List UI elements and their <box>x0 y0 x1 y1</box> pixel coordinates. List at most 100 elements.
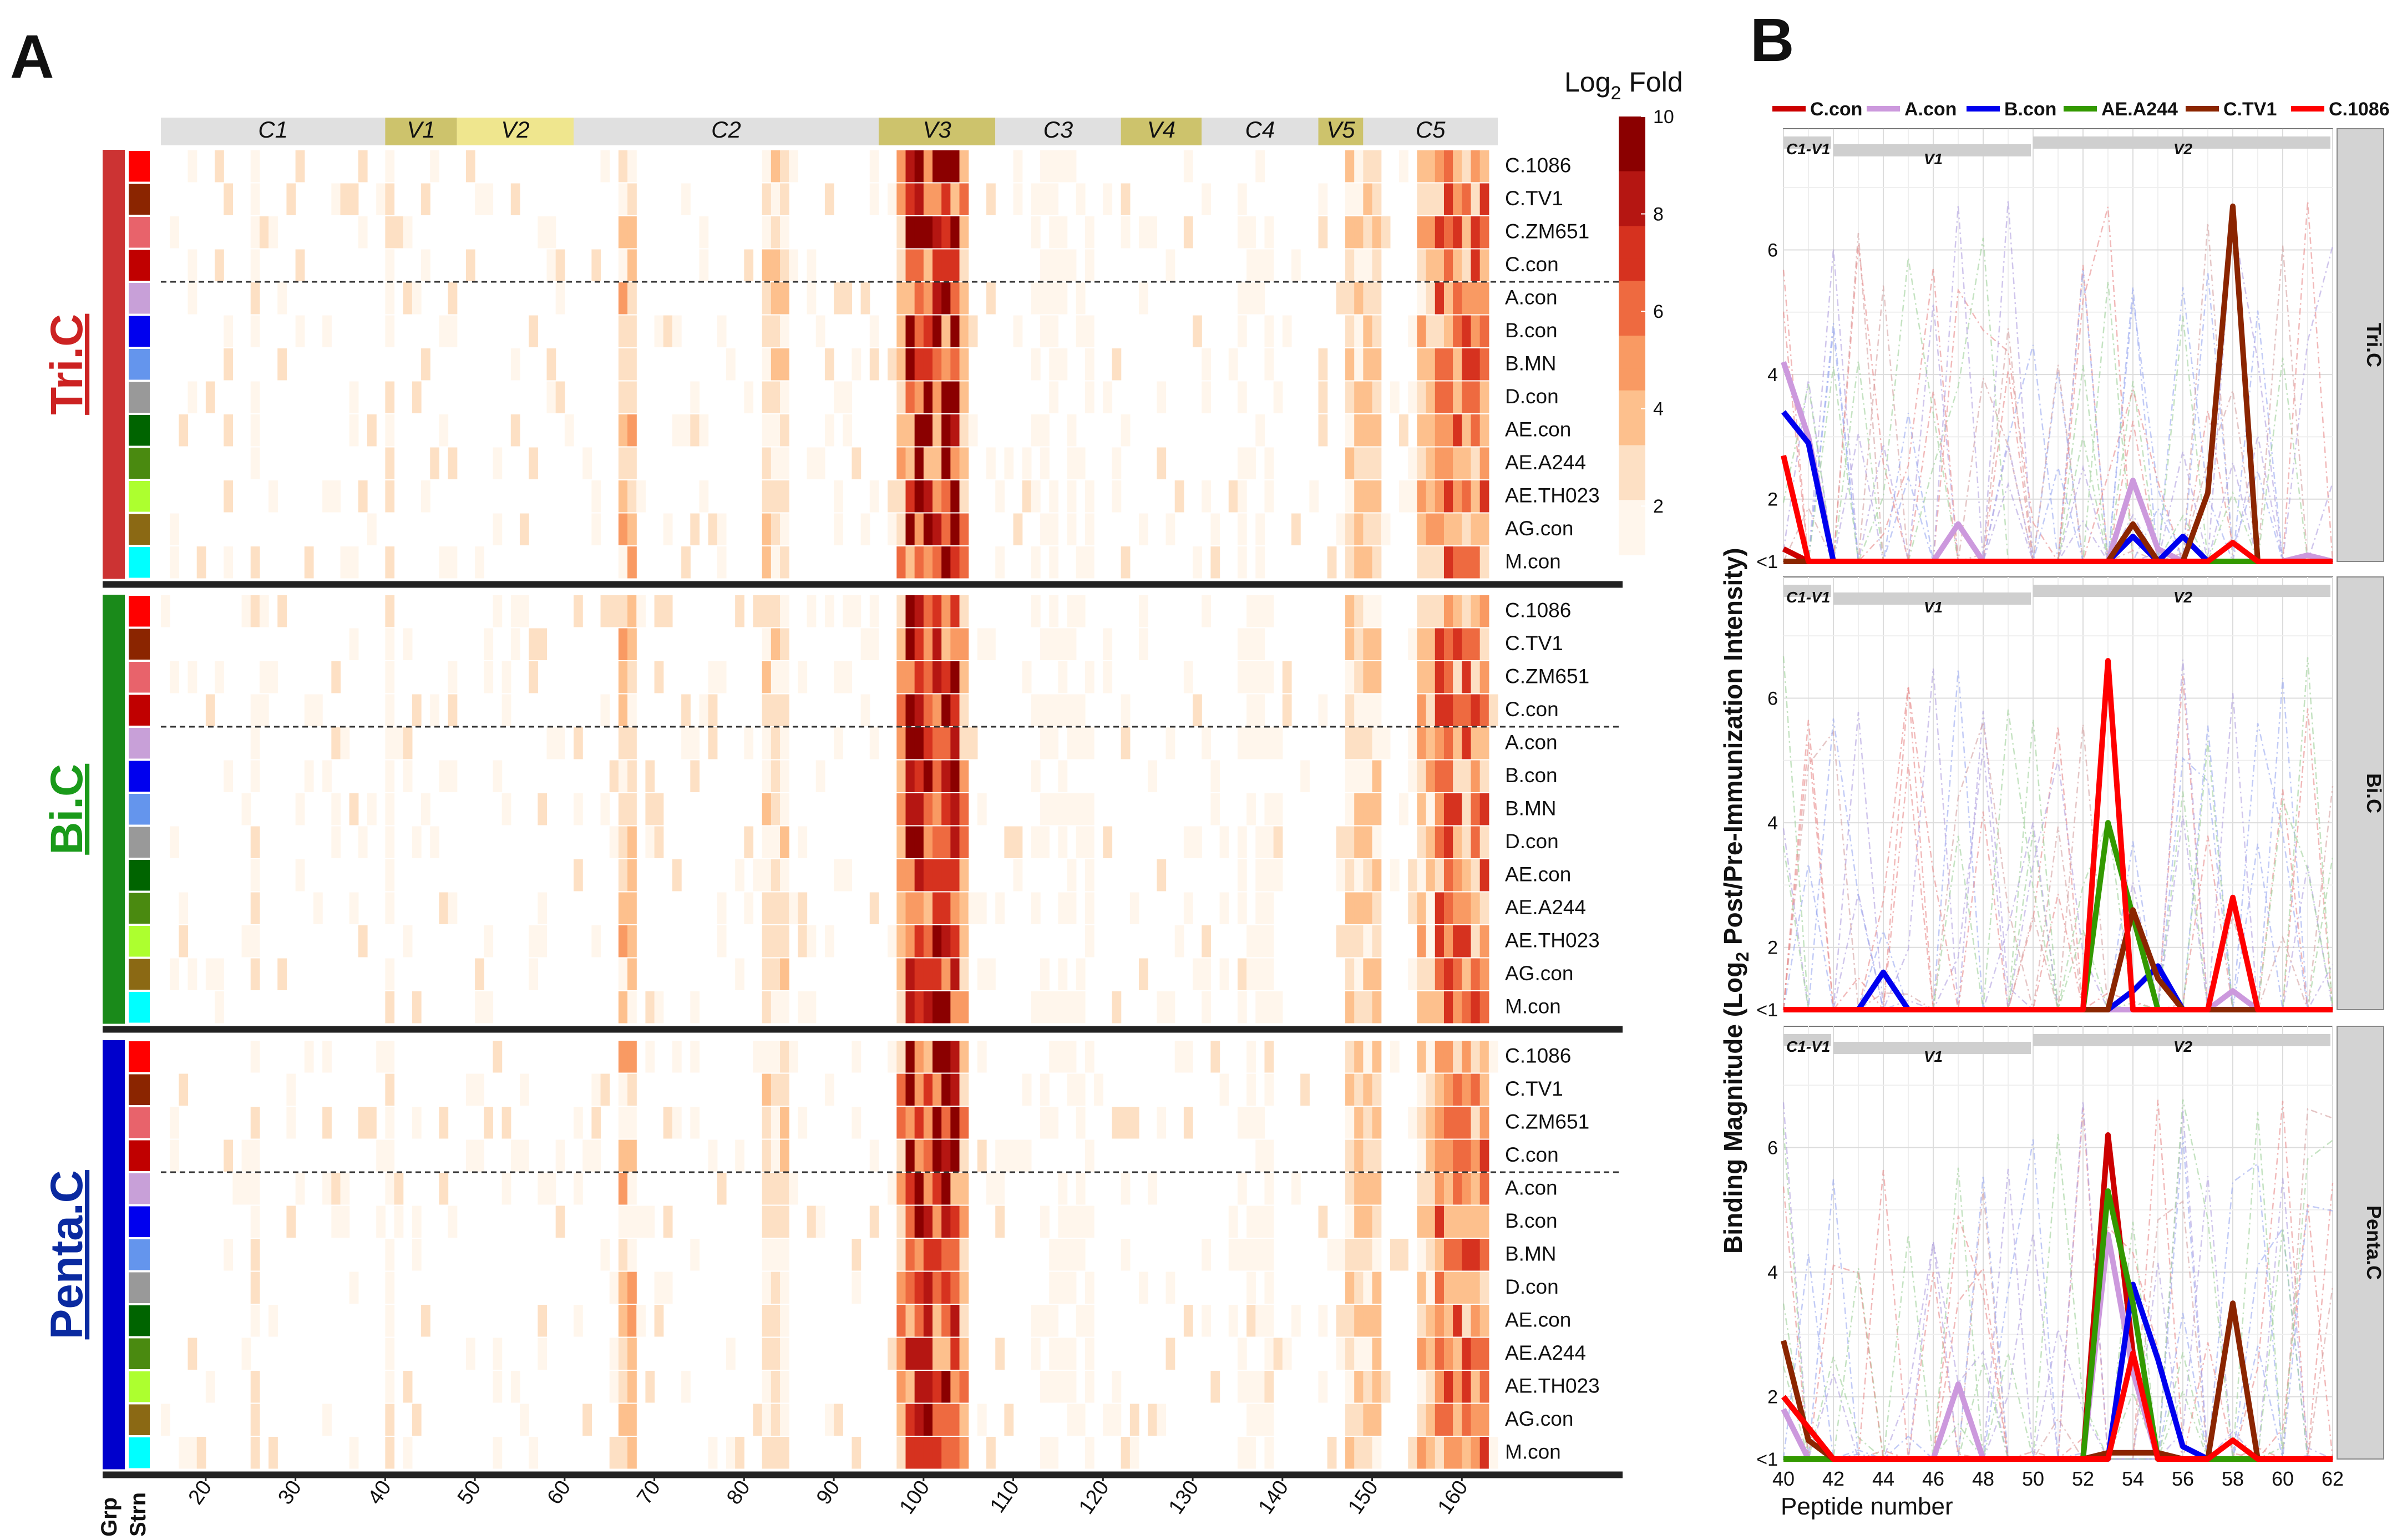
heat-cell <box>933 414 942 447</box>
heat-cell <box>771 760 781 792</box>
heat-cell <box>923 859 933 891</box>
strain-strip-d.con <box>129 382 150 413</box>
heat-cell <box>1453 1073 1462 1106</box>
heat-cell <box>1076 315 1086 347</box>
heat-cell <box>941 315 951 347</box>
heat-cell <box>538 892 548 924</box>
heat-cell <box>654 826 664 858</box>
heat-cell <box>1471 793 1481 825</box>
heat-cell <box>1435 183 1445 215</box>
heat-cell <box>1426 661 1436 693</box>
heat-cell <box>1426 793 1436 825</box>
heat-cell <box>1435 1371 1445 1403</box>
heat-cell <box>1453 513 1462 545</box>
heat-cell <box>385 595 395 627</box>
heat-cell <box>1210 760 1220 792</box>
heat-cell <box>1479 1404 1489 1436</box>
heat-cell <box>322 760 332 792</box>
heat-cell <box>1049 595 1059 627</box>
heat-cell <box>627 1338 637 1370</box>
heat-cell <box>187 282 197 315</box>
heat-cell <box>340 727 350 759</box>
heat-cell <box>663 1205 673 1238</box>
heat-cell <box>941 381 951 413</box>
heat-cell <box>1354 249 1364 281</box>
heat-cell <box>1363 1173 1373 1205</box>
heat-cell <box>1390 1239 1400 1271</box>
heat-cell <box>645 826 655 858</box>
heat-cell <box>941 1437 951 1469</box>
heat-cell <box>986 1437 996 1469</box>
strain-strip-m.con <box>129 992 150 1023</box>
region-label-c4: C4 <box>1245 116 1275 143</box>
colorbar-swatch <box>1619 390 1645 402</box>
heat-cell <box>950 315 960 347</box>
heat-cell <box>941 546 951 579</box>
heat-cell <box>1202 381 1212 413</box>
heat-cell <box>933 546 942 579</box>
strain-label: C.TV1 <box>1505 1077 1563 1100</box>
heat-cell <box>555 727 565 759</box>
heat-cell <box>995 1205 1005 1238</box>
y-tick-label: 2 <box>1767 938 1778 959</box>
heat-cell <box>627 315 637 347</box>
heat-cell <box>645 1041 655 1073</box>
heat-cell <box>627 1371 637 1403</box>
heat-cell <box>941 1271 951 1304</box>
heat-cell <box>295 249 305 281</box>
strain-strip-c.zm651 <box>129 662 150 693</box>
heat-cell <box>385 414 395 447</box>
heat-cell <box>1471 595 1481 627</box>
heat-cell <box>950 958 960 990</box>
heat-cell <box>1453 727 1462 759</box>
heat-cell <box>950 480 960 513</box>
x-tick-label: 46 <box>1922 1467 1944 1490</box>
heat-cell <box>529 447 538 479</box>
heat-cell <box>753 1041 763 1073</box>
heat-cell <box>1435 1041 1445 1073</box>
heat-cell <box>1067 1073 1077 1106</box>
heat-cell <box>959 315 969 347</box>
heat-cell <box>1471 1437 1481 1469</box>
heat-cell <box>690 727 700 759</box>
heat-cell <box>484 661 494 693</box>
heat-cell <box>780 513 789 545</box>
strain-label: D.con <box>1505 830 1559 853</box>
heat-cell <box>986 183 996 215</box>
heat-cell <box>546 381 556 413</box>
heat-cell <box>529 315 538 347</box>
heat-cell <box>1462 1338 1472 1370</box>
heat-cell <box>448 315 458 347</box>
facet-strip <box>2337 128 2384 562</box>
heat-cell <box>1031 414 1041 447</box>
heat-cell <box>1309 480 1319 513</box>
heat-cell <box>1372 991 1382 1024</box>
group-divider <box>103 581 1623 588</box>
heat-cell <box>403 628 413 660</box>
legend-label-a-con: A.con <box>1904 99 1957 120</box>
heat-cell <box>1363 447 1373 479</box>
heat-cell <box>1462 1205 1472 1238</box>
heat-cell <box>914 414 924 447</box>
heat-cell <box>950 991 960 1024</box>
heat-cell <box>807 991 817 1024</box>
heat-cell <box>1246 282 1256 315</box>
heat-cell <box>574 1173 583 1205</box>
heat-cell <box>367 1107 377 1139</box>
heat-cell <box>286 183 296 215</box>
heat-cell <box>959 727 969 759</box>
heat-cell <box>1031 595 1041 627</box>
heat-cell <box>950 381 960 413</box>
heat-cell <box>1058 249 1068 281</box>
heat-cell <box>1479 480 1489 513</box>
heat-cell <box>1049 694 1059 726</box>
heat-cell <box>1435 1271 1445 1304</box>
heat-cell <box>600 694 610 726</box>
heat-cell <box>933 859 942 891</box>
heat-cell <box>1103 628 1113 660</box>
heat-cell <box>950 447 960 479</box>
heat-cell <box>1264 249 1274 281</box>
strain-label: B.con <box>1505 1209 1558 1232</box>
strain-label: C.con <box>1505 253 1559 276</box>
